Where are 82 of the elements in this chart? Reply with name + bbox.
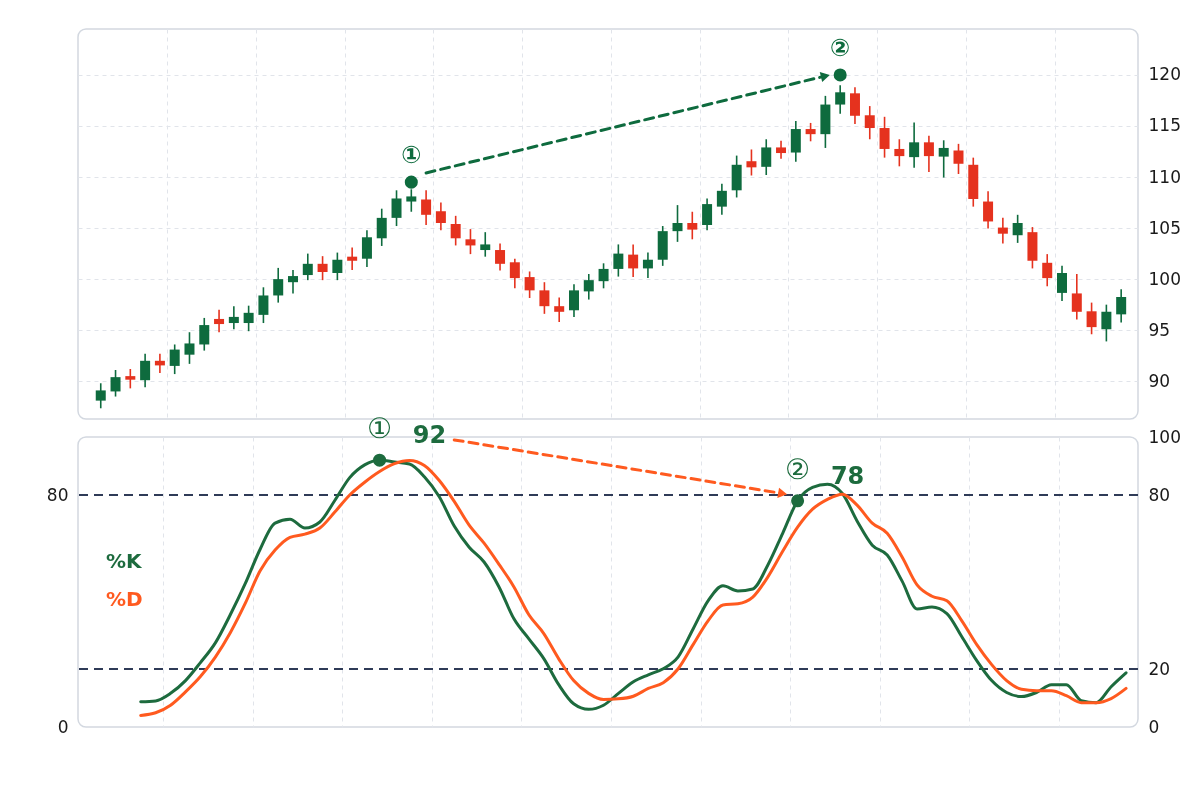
candlestick — [938, 139, 949, 179]
candlestick — [421, 189, 432, 226]
candlestick — [347, 246, 358, 271]
candlestick — [524, 270, 535, 299]
candlestick — [95, 382, 106, 410]
candlestick — [554, 296, 565, 323]
candlestick — [332, 251, 343, 281]
candlestick — [1086, 301, 1097, 336]
y-tick-label: 100 — [1148, 268, 1181, 289]
candlestick — [169, 343, 180, 375]
data-label: 92 — [412, 421, 447, 450]
point — [833, 68, 847, 82]
candlestick — [288, 269, 298, 295]
candlestick — [923, 134, 934, 173]
annotation: ② — [785, 452, 811, 486]
point — [791, 494, 805, 508]
candlestick — [1012, 214, 1023, 244]
candlestick — [953, 143, 964, 175]
y-tick-label: 115 — [1148, 115, 1181, 136]
y-tick-label: 110 — [1148, 166, 1181, 187]
candlestick — [228, 305, 239, 330]
candlestick — [598, 262, 609, 290]
candlestick — [894, 138, 905, 168]
candlestick — [1042, 253, 1053, 288]
data-label: 78 — [830, 461, 865, 490]
candlestick — [509, 257, 520, 290]
candlestick — [997, 217, 1008, 245]
candlestick — [628, 243, 639, 278]
y-tick-label: 90 — [1148, 370, 1171, 391]
candlestick — [1116, 288, 1127, 324]
candlestick — [879, 116, 890, 159]
candlestick — [672, 204, 683, 243]
candlestick — [243, 304, 254, 332]
candlestick — [258, 286, 269, 324]
candlestick — [761, 138, 772, 176]
y-tick-label: 105 — [1148, 217, 1181, 238]
candlestick — [746, 148, 757, 177]
candlestick — [140, 352, 151, 389]
data-label: ① — [401, 141, 422, 170]
point — [373, 453, 387, 467]
text: %D — [106, 586, 143, 611]
annotation: ① — [367, 412, 393, 446]
candlestick — [184, 331, 195, 365]
candlestick — [1101, 303, 1112, 343]
candlestick — [273, 267, 284, 304]
candlestick — [613, 243, 624, 278]
candlestick — [805, 122, 816, 143]
candlestick — [642, 251, 653, 279]
candlestick — [317, 255, 328, 281]
candlestick — [716, 182, 727, 216]
candlestick — [214, 308, 225, 334]
candlestick — [480, 231, 491, 258]
candlestick — [465, 228, 476, 255]
candlestick — [391, 189, 402, 227]
candlestick — [1057, 265, 1068, 302]
candlestick — [495, 242, 506, 272]
candlestick — [110, 369, 121, 398]
candlestick — [909, 121, 920, 169]
candlestick — [1071, 273, 1082, 321]
point — [404, 175, 418, 189]
y2-tick-label: 20 — [1148, 658, 1171, 679]
candlestick — [835, 84, 846, 115]
text: %K — [106, 548, 144, 573]
candlestick — [435, 201, 446, 231]
candlestick — [199, 317, 210, 352]
candlestick — [361, 229, 372, 268]
candlestick — [376, 207, 387, 247]
y-tick-label: 120 — [1148, 64, 1181, 85]
candlestick — [450, 215, 461, 247]
candlestick — [125, 368, 136, 390]
candlestick — [702, 197, 713, 231]
candlestick — [790, 120, 801, 163]
candlestick — [864, 105, 875, 141]
y-tick-label: 95 — [1148, 319, 1171, 340]
candlestick — [302, 252, 313, 281]
candlestick — [539, 281, 550, 315]
candlestick — [687, 210, 698, 241]
data-label: ② — [830, 33, 851, 62]
candlestick — [583, 273, 594, 301]
candlestick — [983, 190, 994, 230]
candlestick — [849, 86, 860, 125]
candlestick — [568, 283, 579, 318]
